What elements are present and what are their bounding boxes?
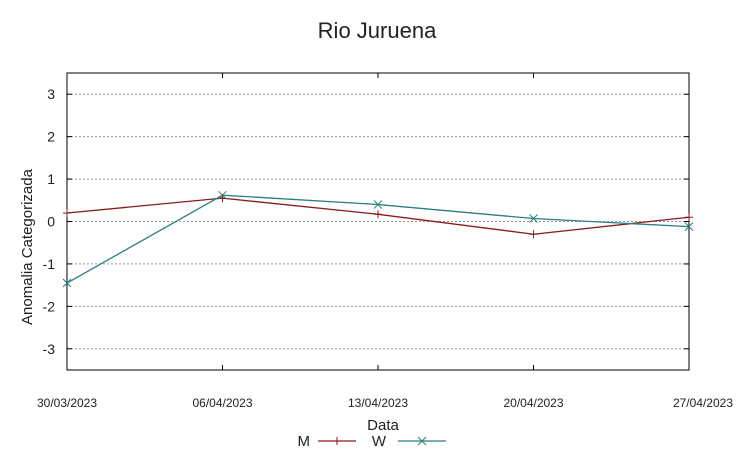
y-tick-label: 2 bbox=[47, 129, 55, 145]
y-axis-ticks: -3 -2 -1 0 1 2 3 bbox=[43, 86, 689, 357]
y-tick-label: -2 bbox=[43, 298, 56, 314]
y-tick-label: -3 bbox=[43, 341, 56, 357]
point-marker bbox=[417, 436, 427, 446]
legend-label: W bbox=[372, 433, 387, 450]
x-axis-label: Data bbox=[367, 417, 399, 434]
x-axis-ticks: 30/03/2023 06/04/2023 13/04/2023 20/04/2023… bbox=[37, 73, 733, 410]
x-tick-label: 06/04/2023 bbox=[192, 396, 252, 410]
series-M bbox=[63, 194, 693, 239]
x-tick-label: 30/03/2023 bbox=[37, 396, 97, 410]
y-axis-label: Anomalia Categorizada bbox=[19, 168, 36, 325]
series-group bbox=[62, 190, 694, 288]
point-marker bbox=[62, 278, 72, 288]
series-line bbox=[66, 194, 690, 284]
legend-label: M bbox=[298, 433, 311, 450]
y-tick-label: 3 bbox=[47, 86, 55, 102]
x-tick-label: 27/04/2023 bbox=[673, 396, 733, 410]
y-tick-label: 0 bbox=[47, 214, 55, 230]
y-tick-label: -1 bbox=[43, 256, 56, 272]
point-marker bbox=[684, 222, 694, 231]
point-marker bbox=[373, 200, 383, 209]
x-tick-label: 13/04/2023 bbox=[348, 396, 408, 410]
chart-title: Rio Juruena bbox=[318, 18, 437, 43]
point-marker bbox=[218, 190, 227, 200]
y-tick-label: 1 bbox=[47, 171, 55, 187]
series-W bbox=[62, 190, 694, 288]
point-marker bbox=[529, 214, 538, 223]
x-tick-label: 20/04/2023 bbox=[503, 396, 563, 410]
